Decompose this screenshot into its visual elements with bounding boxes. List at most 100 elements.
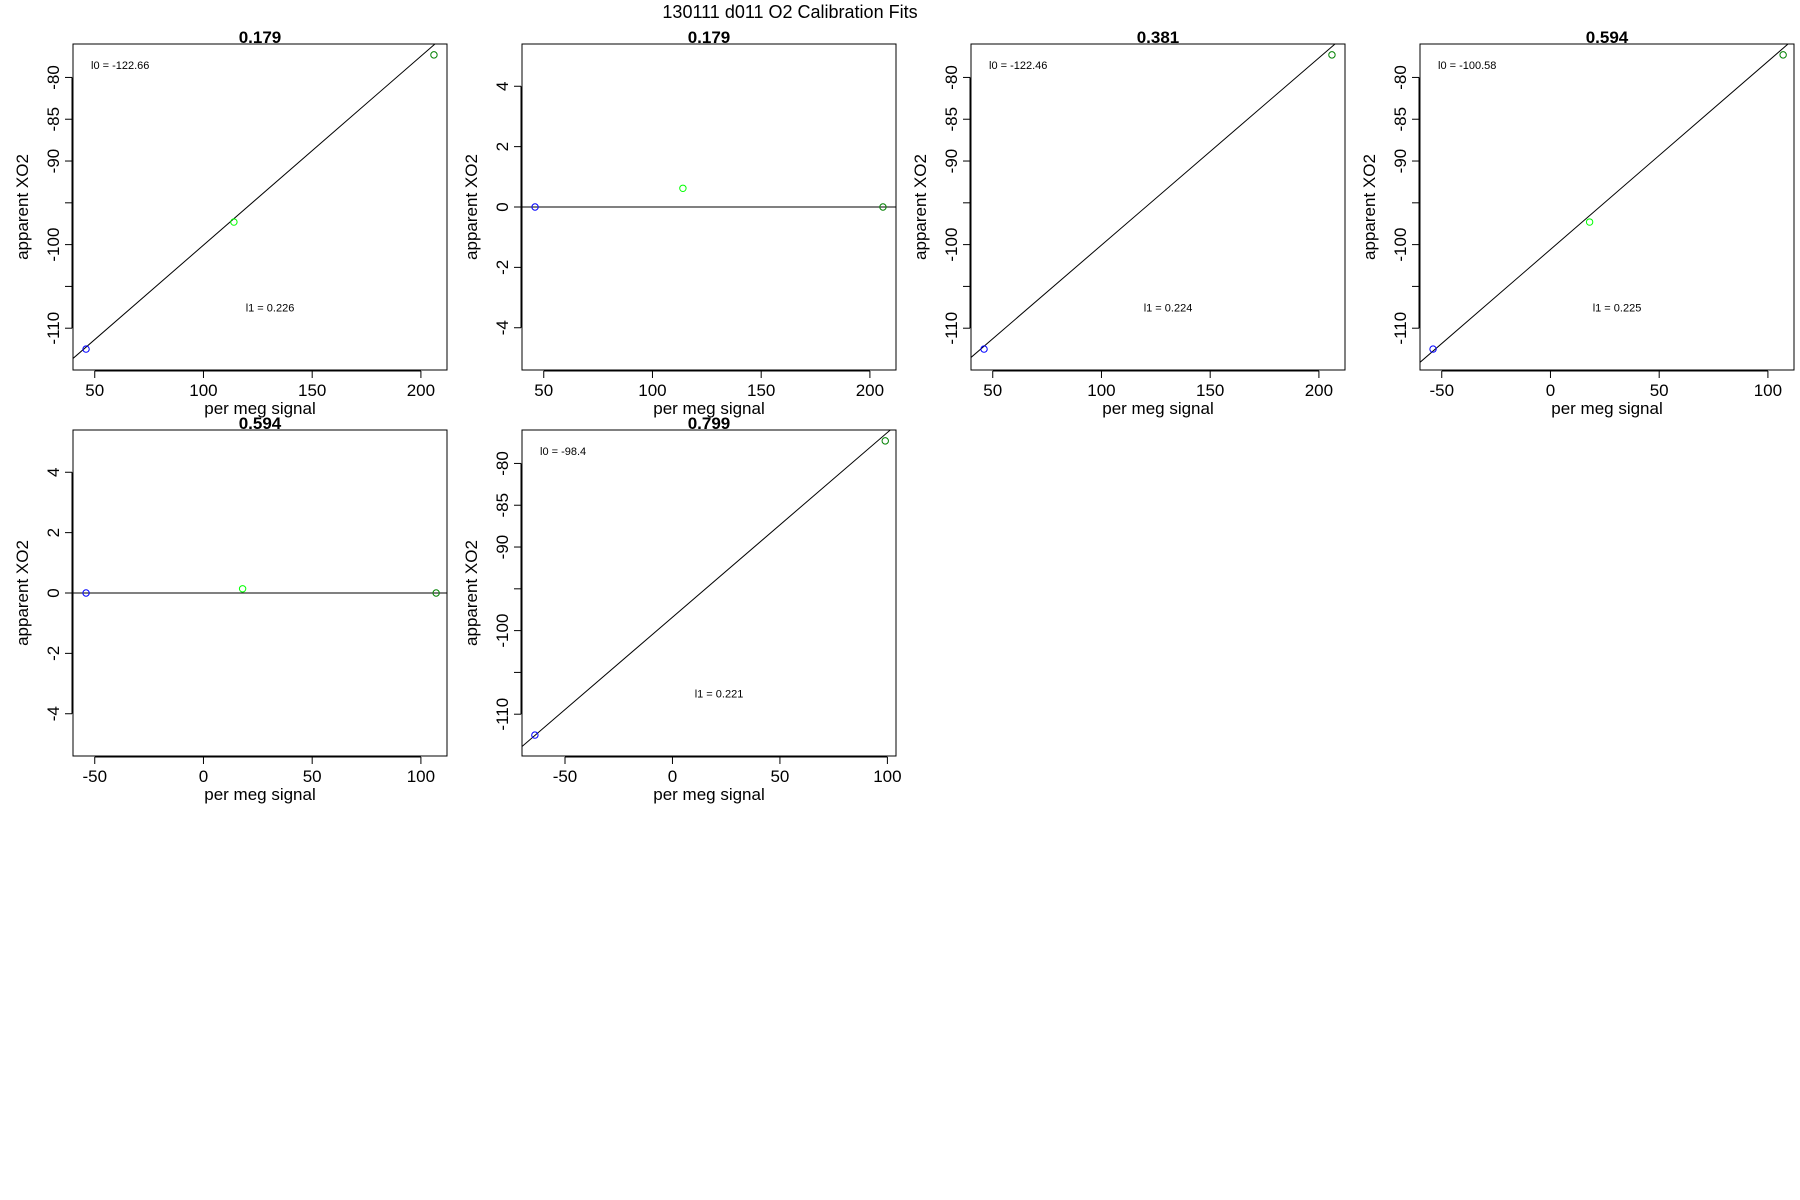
data-point: [1585, 218, 1594, 226]
y-tick-label: -90: [44, 149, 63, 174]
y-tick-label: -2: [44, 646, 63, 661]
x-axis-label: per meg signal: [1102, 399, 1214, 418]
panel-title: 0.179: [688, 28, 731, 47]
x-tick-label: 150: [1196, 381, 1224, 400]
data-point: [1779, 51, 1787, 59]
y-tick-label: -100: [942, 228, 961, 262]
fit-line: [522, 430, 892, 747]
data-point: [432, 589, 440, 597]
slope-annotation: l1 = 0.221: [695, 688, 744, 700]
x-axis-label: per meg signal: [204, 785, 316, 804]
y-axis-label: apparent XO2: [911, 154, 930, 260]
y-tick-label: -110: [942, 312, 961, 345]
data-point: [82, 345, 90, 353]
y-tick-label: -110: [44, 312, 63, 345]
plot-frame: [72, 43, 448, 371]
x-tick-label: 100: [873, 767, 901, 786]
intercept-annotation: l0 = -122.46: [989, 60, 1047, 72]
x-axis-label: per meg signal: [204, 399, 316, 418]
data-point: [430, 51, 438, 59]
y-tick-label: -80: [1391, 65, 1410, 90]
panel-title: 0.594: [1586, 28, 1629, 47]
data-point: [881, 437, 889, 445]
slope-annotation: l1 = 0.224: [1144, 302, 1193, 314]
y-tick-label: 0: [493, 202, 512, 211]
y-tick-label: 2: [44, 528, 63, 537]
y-tick-label: 4: [44, 468, 63, 477]
y-tick-label: -80: [493, 451, 512, 476]
x-axis-label: per meg signal: [1551, 399, 1663, 418]
y-axis-label: apparent XO2: [462, 540, 481, 646]
y-tick-label: -90: [1391, 149, 1410, 174]
x-tick-label: 50: [983, 381, 1002, 400]
y-tick-label: -80: [942, 65, 961, 90]
x-tick-label: 100: [1087, 381, 1115, 400]
data-point: [230, 218, 238, 226]
chart-panel-6: 0.799 -50 0 50 100 per meg signal -80 -85 -90 -10…: [462, 414, 902, 804]
x-tick-label: 150: [298, 381, 326, 400]
y-tick-label: -100: [1391, 228, 1410, 262]
chart-panel-3: 0.381 50 100 150 200 per meg signal -80 -85 -90 -…: [911, 28, 1346, 418]
x-tick-label: 200: [856, 381, 884, 400]
x-tick-label: -50: [553, 767, 578, 786]
data-point: [1328, 51, 1336, 59]
x-tick-label: 100: [407, 767, 435, 786]
slope-annotation: l1 = 0.225: [1593, 302, 1642, 314]
figure-title: 130111 d011 O2 Calibration Fits: [662, 2, 918, 22]
x-tick-label: 100: [189, 381, 217, 400]
y-tick-label: -2: [493, 260, 512, 275]
y-tick-label: -100: [44, 228, 63, 262]
x-tick-label: 0: [199, 767, 208, 786]
x-tick-label: 200: [407, 381, 435, 400]
y-tick-label: -85: [942, 107, 961, 132]
data-point: [879, 203, 887, 211]
y-tick-label: -90: [493, 535, 512, 560]
x-tick-label: 100: [638, 381, 666, 400]
fit-line: [1420, 44, 1789, 363]
data-point: [980, 345, 988, 353]
fit-line: [73, 44, 436, 359]
x-tick-label: 0: [1546, 381, 1555, 400]
y-tick-label: 4: [493, 82, 512, 91]
x-tick-label: 50: [534, 381, 553, 400]
chart-panel-4: 0.594 -50 0 50 100 per meg signal -80 -85 -90 -10…: [1360, 28, 1795, 418]
y-tick-label: -80: [44, 65, 63, 90]
data-point: [1429, 345, 1437, 353]
fit-line: [971, 44, 1336, 358]
data-point: [531, 203, 539, 211]
y-axis-label: apparent XO2: [13, 154, 32, 260]
y-tick-label: 2: [493, 142, 512, 151]
y-tick-label: -110: [493, 698, 512, 731]
panel-title: 0.799: [688, 414, 731, 433]
chart-panel-5: 0.594 -50 0 50 100 per meg signal 4 2 0 -2 -4 appar…: [13, 414, 448, 804]
x-tick-label: 100: [1754, 381, 1782, 400]
y-tick-label: -4: [44, 706, 63, 721]
x-tick-label: 50: [303, 767, 322, 786]
y-tick-label: -85: [493, 493, 512, 518]
y-axis-label: apparent XO2: [462, 154, 481, 260]
panel-title: 0.179: [239, 28, 282, 47]
y-tick-label: -110: [1391, 312, 1410, 345]
x-tick-label: 50: [770, 767, 789, 786]
x-tick-label: 150: [747, 381, 775, 400]
x-tick-label: -50: [82, 767, 107, 786]
y-axis-label: apparent XO2: [1360, 154, 1379, 260]
x-tick-label: 200: [1305, 381, 1333, 400]
x-tick-label: 50: [85, 381, 104, 400]
intercept-annotation: l0 = -122.66: [91, 60, 149, 72]
panel-title: 0.594: [239, 414, 282, 433]
slope-annotation: l1 = 0.226: [246, 302, 295, 314]
intercept-annotation: l0 = -100.58: [1438, 60, 1496, 72]
y-tick-label: -4: [493, 320, 512, 335]
plot-frame: [521, 429, 897, 757]
x-tick-label: 50: [1650, 381, 1669, 400]
plot-frame: [1419, 43, 1795, 371]
x-axis-label: per meg signal: [653, 785, 765, 804]
y-tick-label: 0: [44, 588, 63, 597]
chart-panel-2: 0.179 50 100 150 200 per meg signal 4 2 0 -2 -4 app…: [462, 28, 897, 418]
y-tick-label: -100: [493, 614, 512, 648]
intercept-annotation: l0 = -98.4: [540, 446, 586, 458]
y-tick-label: -90: [942, 149, 961, 174]
